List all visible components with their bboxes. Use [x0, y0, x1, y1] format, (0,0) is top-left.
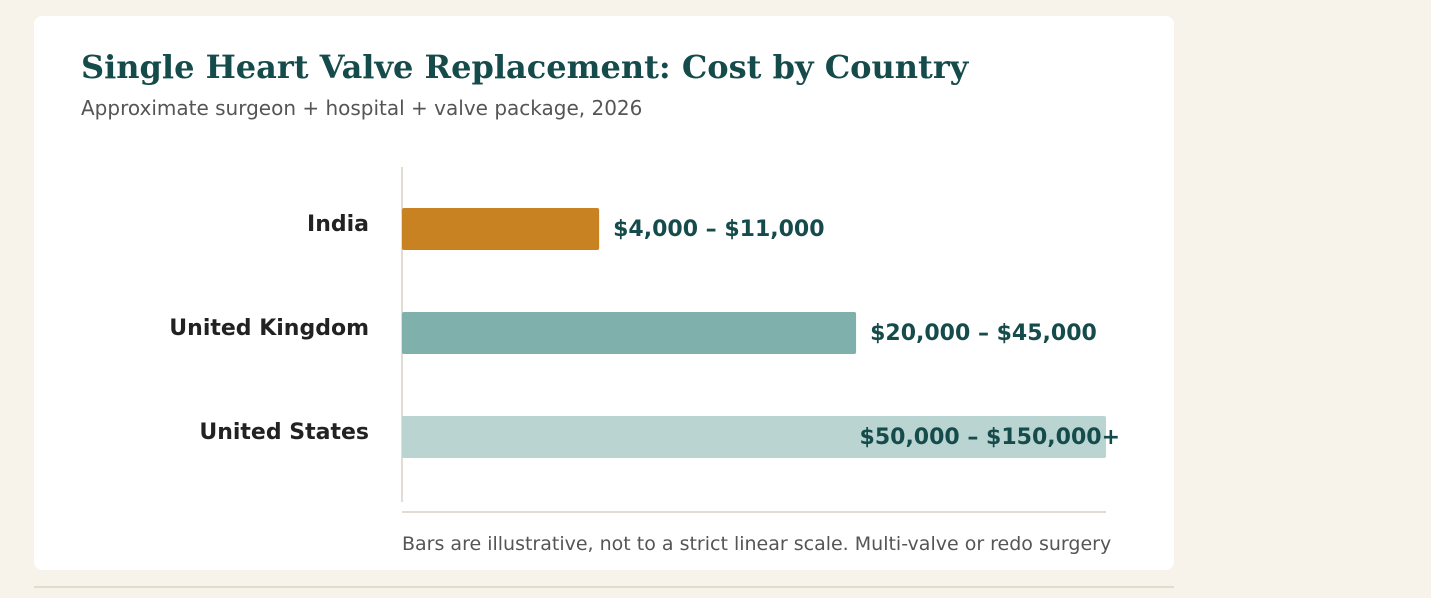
- bar: [402, 312, 857, 354]
- chart-card: Single Heart Valve Replacement: Cost by …: [34, 16, 1174, 570]
- category-label: United States: [199, 420, 369, 445]
- value-label: $50,000 – $150,000+: [860, 425, 1120, 450]
- category-label: India: [307, 212, 369, 237]
- bar: [402, 208, 600, 250]
- value-label: $20,000 – $45,000: [870, 321, 1097, 346]
- value-label: $4,000 – $11,000: [613, 217, 824, 242]
- chart-footnote: Bars are illustrative, not to a strict l…: [402, 533, 1111, 555]
- chart-subtitle: Approximate surgeon + hospital + valve p…: [81, 96, 643, 120]
- bar-chart: India $4,000 – $11,000 United Kingdom $20,0…: [169, 167, 1120, 555]
- bars-group: India $4,000 – $11,000 United Kingdom $20,0…: [169, 208, 1120, 458]
- chart-title: Single Heart Valve Replacement: Cost by …: [81, 48, 969, 86]
- bottom-divider: [34, 586, 1174, 588]
- category-label: United Kingdom: [169, 316, 369, 341]
- bar: [402, 416, 1106, 458]
